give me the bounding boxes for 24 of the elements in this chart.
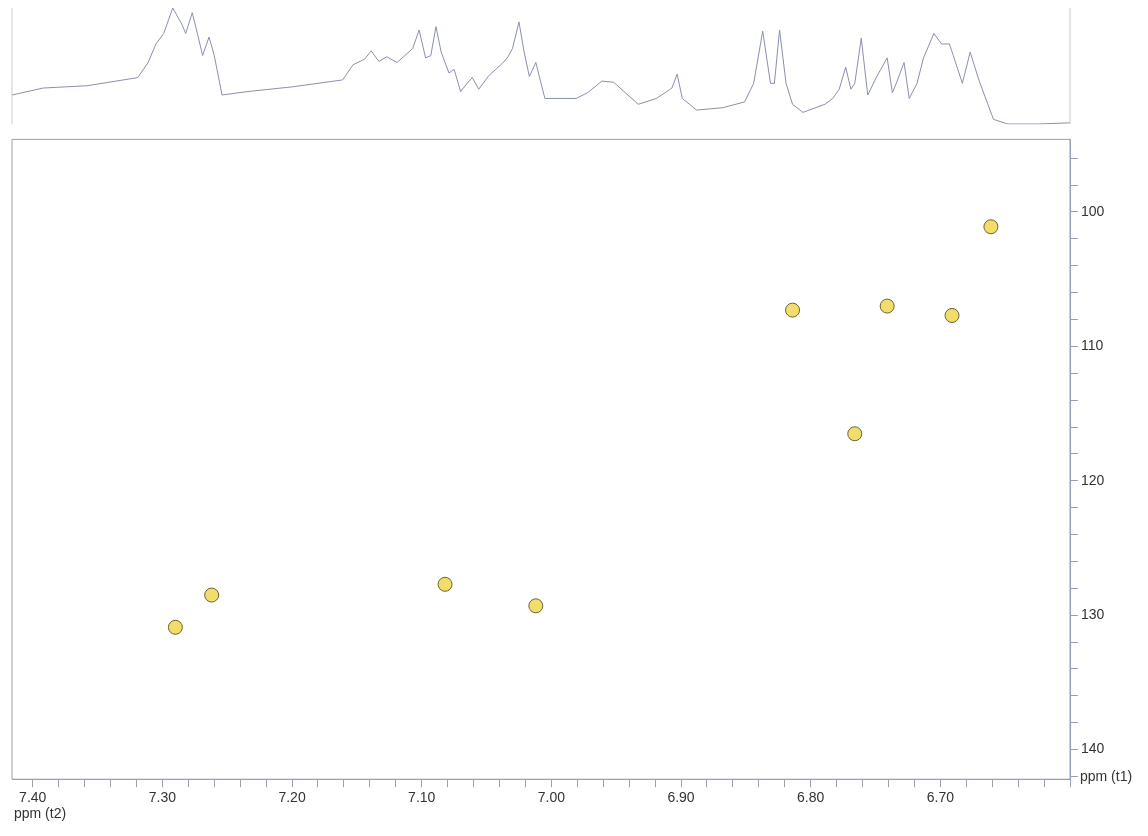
point [879, 298, 895, 314]
x-tick-label: 7.10 [408, 789, 436, 806]
y-tick-label: 140 [1081, 740, 1105, 757]
point [944, 307, 960, 323]
y-tick-label: 120 [1081, 471, 1105, 488]
point [204, 587, 220, 603]
y-tick-label: 130 [1081, 606, 1105, 623]
point [983, 219, 999, 235]
point [437, 576, 453, 592]
x-tick-label: 6.80 [797, 789, 825, 806]
point [847, 426, 863, 442]
x-tick-label: 7.20 [278, 789, 306, 806]
point [785, 302, 801, 318]
y-axis-title: ppm (t1) [1080, 768, 1133, 785]
y-tick-label: 100 [1081, 202, 1105, 219]
point [167, 619, 183, 635]
point [528, 598, 544, 614]
x-tick-label: 7.30 [148, 789, 177, 806]
x-tick-label: 7.00 [537, 789, 566, 806]
x-tick-label: 7.40 [19, 789, 47, 806]
x-axis-title: ppm (t2) [14, 805, 67, 822]
y-tick-label: 110 [1081, 337, 1104, 354]
x-tick-label: 6.90 [667, 789, 695, 806]
x-tick-label: 6.70 [926, 789, 955, 806]
